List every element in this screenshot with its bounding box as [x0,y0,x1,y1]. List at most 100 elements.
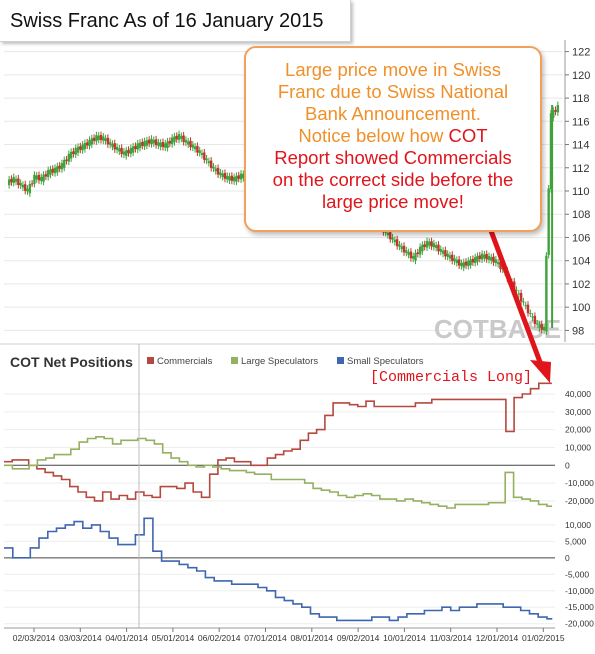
legend-label: Large Speculators [241,356,318,367]
candle-body [496,262,500,265]
price-tick-label: 100 [572,302,590,314]
cot-upper-tick-label: -10,000 [565,478,594,488]
candle-body [519,293,523,302]
candle-body [533,315,537,324]
series-line-small-speculators [4,517,553,622]
candle-body [434,245,438,248]
cot-upper-tick-label: 0 [565,460,570,470]
candle-body [76,146,80,153]
callout-line-4: Notice below how COT [246,125,540,147]
x-tick-label: 11/03/2014 [430,633,472,643]
candle-body [102,136,105,141]
x-tick-label: 03/03/2014 [59,633,102,643]
candle-body [219,172,222,176]
candle-body [515,289,518,291]
candle-body [67,153,71,162]
candle-body [24,184,27,191]
candle-body [134,145,137,149]
candle-body [549,113,553,190]
candle-body [189,140,192,148]
callout-line-6: on the correct side before the [272,169,514,190]
candle-body [187,141,190,145]
candle-body [437,244,440,252]
chart-title: Swiss Franc As of 16 January 2015 [0,0,351,42]
cot-lower-tick-label: 10,000 [565,520,591,530]
candle-body [69,151,73,159]
candle-body [540,323,543,330]
candle-body [19,182,22,186]
x-tick-label: 12/01/2014 [476,633,519,643]
cot-lower-tick-label: 0 [565,553,570,563]
candle-body [389,232,392,240]
candle-body [471,258,475,263]
candle-body [147,139,151,144]
candle-body [237,175,240,179]
candle-body [196,145,199,153]
candle-body [444,250,447,257]
candle-body [432,243,436,248]
candle-body [409,251,413,259]
candle-body [37,174,41,181]
candle-body [108,142,112,145]
candle-body [118,148,121,152]
candle-body [455,259,459,264]
candle-body [115,146,119,150]
price-tick-label: 110 [572,186,590,198]
candle-body [423,244,426,247]
candle-body [79,146,82,150]
candle-body [448,255,452,259]
candle-body [209,160,213,168]
price-tick-label: 116 [572,116,590,128]
candle-body [21,184,25,188]
candle-body [499,261,502,270]
price-tick-label: 118 [572,93,590,105]
candle-body [129,148,133,154]
legend-swatch [231,357,238,364]
candle-body [554,109,557,112]
candle-body [451,254,454,261]
candle-body [72,151,75,155]
candle-body [177,134,181,140]
candle-body [49,169,52,175]
price-tick-label: 108 [572,209,590,221]
candle-body [490,257,493,261]
legend-label: Small Speculators [347,356,424,367]
cot-lower-tick-label: -15,000 [565,602,594,612]
cot-upper-tick-label: 10,000 [565,442,591,452]
x-tick-label: 04/01/2014 [105,633,148,643]
candle-body [138,142,142,149]
candle-body [106,137,110,145]
candle-body [10,178,13,183]
price-tick-label: 104 [572,256,590,268]
candle-body [216,167,220,175]
callout-line-1: Large price move in Swiss [285,59,501,80]
candle-body [125,150,128,157]
candle-body [60,163,64,170]
candle-body [12,177,15,183]
candle-body [122,151,126,155]
candle-body [464,261,468,266]
candle-body [74,148,77,155]
callout-line-4a: Notice below how [298,125,449,146]
candle-body [531,316,534,318]
cot-legend-title: COT Net Positions [10,354,133,370]
candle-body [40,177,43,181]
candle-body [143,141,146,147]
candle-body [522,301,525,303]
candle-body [200,153,204,155]
candle-body [483,254,486,259]
candle-body [400,246,403,250]
candle-body [462,262,465,268]
candle-body [207,161,211,164]
candle-body [430,241,433,247]
candle-body [26,188,29,192]
candle-body [166,141,169,149]
candle-body [235,175,238,182]
candle-body [56,166,59,173]
candle-body [164,143,167,148]
candle-body [184,139,188,143]
candle-body [552,110,555,118]
candle-body [226,175,229,180]
candle-body [150,138,153,145]
